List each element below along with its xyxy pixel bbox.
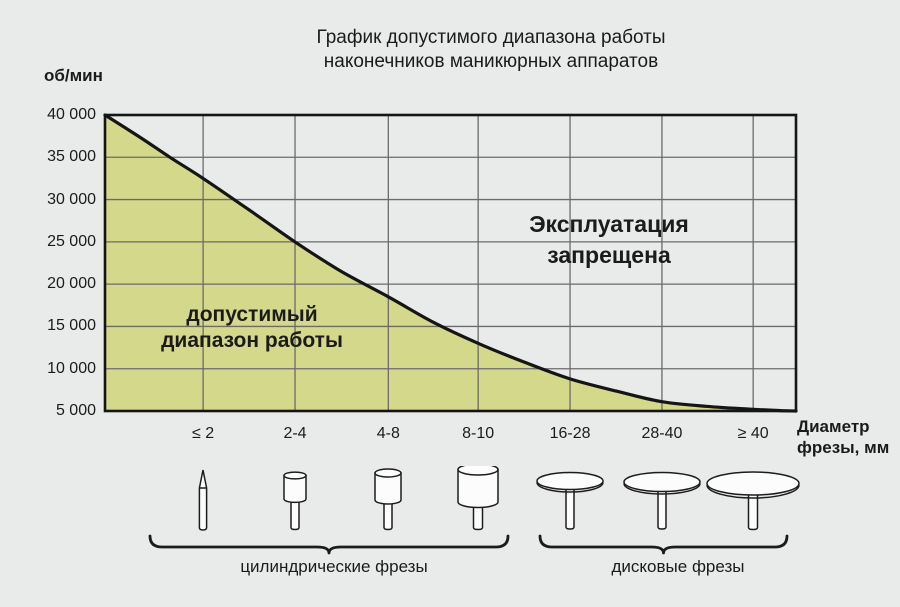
chart-title: График допустимого диапазона работы нако… [91,26,891,74]
group-braces [148,534,789,555]
y-tick-label: 25 000 [47,232,96,250]
x-tick-label: 4-8 [376,425,400,442]
rpm-limit-curve [103,113,798,413]
y-tick-label: 40 000 [47,106,96,123]
small-cylinder-bur-icon [283,471,307,531]
chart-title-line1: График допустимого диапазона работы [316,27,666,48]
x-tick-label: 16-28 [549,425,591,442]
disc-group-brace [538,534,789,555]
y-tick-label: 30 000 [47,190,96,208]
y-tick-label: 20 000 [47,275,96,293]
x-axis-title: Диаметр фрезы, мм [797,417,890,457]
group-label-disc: дисковые фрезы [611,557,745,576]
y-tick-label: 35 000 [47,148,96,166]
allowed-area-fill [105,115,796,411]
y-tick-label: 5 000 [55,402,96,419]
forbidden-region-label: Эксплуатация запрещена [529,211,689,268]
y-tick-label: 15 000 [47,317,96,335]
small-disc-bur-icon [536,471,604,530]
medium-cylinder-bur-icon [374,468,403,531]
x-tick-label: 28-40 [641,425,683,442]
group-label-cylindrical: цилиндрические фрезы [240,557,428,576]
needle-bur-icon [198,469,208,531]
plot-area [103,113,798,413]
large-cylinder-bur-icon [457,466,499,531]
allowed-region-label: допустимый диапазон работы [161,303,343,352]
x-tick-label: ≤ 2 [192,425,215,442]
chart-title-line2: наконечников маникюрных аппаратов [323,51,659,72]
y-axis-title: об/мин [44,66,103,85]
x-tick-label: 8-10 [462,425,495,442]
x-tick-label: ≥ 40 [737,425,769,442]
y-tick-label: 10 000 [47,359,96,377]
medium-disc-bur-icon [623,471,701,530]
plot-border [103,113,798,413]
large-disc-bur-icon [706,471,800,531]
cylindrical-group-brace [148,534,510,555]
x-tick-label: 2-4 [283,425,307,442]
